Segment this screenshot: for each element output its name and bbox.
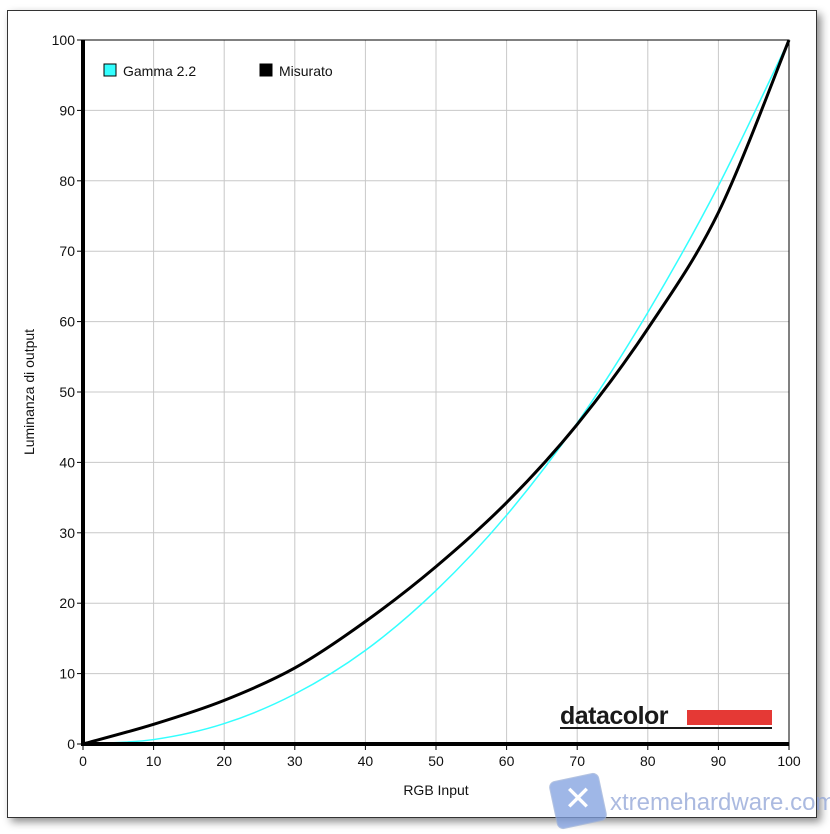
watermark-x-icon	[549, 772, 607, 830]
watermark-x-glyph: ✕	[564, 780, 593, 818]
y-tick-label: 30	[59, 525, 75, 541]
legend-label-gamma: Gamma 2.2	[123, 63, 196, 79]
x-tick-label: 50	[428, 753, 444, 769]
x-tick-label: 10	[146, 753, 162, 769]
x-tick-label: 0	[79, 753, 87, 769]
x-tick-label: 60	[499, 753, 515, 769]
legend: Gamma 2.2 Misurato	[103, 63, 333, 79]
x-tick-label: 80	[640, 753, 656, 769]
x-tick-label: 70	[569, 753, 585, 769]
y-tick-label: 0	[67, 736, 75, 752]
y-tick-label: 10	[59, 666, 75, 682]
legend-label-misurato: Misurato	[279, 63, 333, 79]
x-tick-label: 90	[711, 753, 727, 769]
datacolor-logo: datacolor	[560, 702, 772, 730]
legend-swatch-misurato	[259, 63, 273, 77]
series-line-misurato	[82, 39, 791, 746]
watermark: ✕ xtremehardware.com	[549, 772, 830, 830]
y-tick-label: 50	[59, 384, 75, 400]
y-tick-label: 40	[59, 454, 75, 470]
y-axis-label: Luminanza di output	[21, 329, 37, 455]
logo-text: datacolor	[560, 702, 669, 730]
watermark-text: xtremehardware.com	[610, 789, 830, 816]
x-axis-label: RGB Input	[403, 782, 468, 798]
y-tick-label: 70	[59, 243, 75, 259]
y-tick-label: 90	[59, 102, 75, 118]
x-tick-label: 20	[216, 753, 232, 769]
chart-frame	[7, 10, 817, 818]
y-tick-label: 80	[59, 173, 75, 189]
logo-underline	[560, 727, 772, 729]
legend-swatch-gamma	[103, 63, 117, 77]
y-tick-label: 100	[52, 32, 76, 48]
y-tick-label: 20	[59, 595, 75, 611]
y-tick-label: 60	[59, 314, 75, 330]
x-tick-label: 30	[287, 753, 303, 769]
x-tick-label: 40	[358, 753, 374, 769]
x-tick-label: 100	[777, 753, 801, 769]
logo-bar	[687, 710, 772, 725]
series-line-gamma	[82, 39, 790, 745]
